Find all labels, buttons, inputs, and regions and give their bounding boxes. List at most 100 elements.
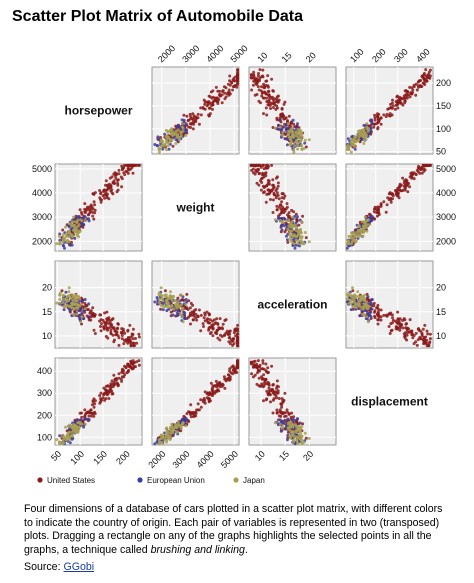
panel-weight-vs-horsepower (54, 163, 143, 252)
data-point-united-states (375, 122, 379, 126)
data-point-japan (61, 297, 65, 301)
data-point-japan (357, 299, 360, 303)
data-point-united-states (228, 367, 232, 371)
diagonal-label-acceleration: acceleration (257, 298, 327, 312)
data-point-european-union (293, 246, 297, 250)
data-point-united-states (285, 408, 289, 412)
data-point-united-states (206, 392, 210, 396)
data-point-united-states (410, 91, 414, 95)
data-point-japan (176, 135, 179, 139)
data-point-united-states (376, 207, 380, 211)
data-point-european-union (282, 125, 286, 129)
data-point-united-states (266, 371, 270, 375)
data-point-european-union (370, 122, 374, 126)
data-point-japan (294, 238, 298, 242)
data-point-japan (300, 135, 304, 139)
data-point-united-states (111, 317, 115, 321)
data-point-united-states (267, 182, 271, 186)
data-point-united-states (128, 163, 132, 167)
data-point-united-states (100, 322, 103, 326)
data-point-united-states (384, 115, 388, 119)
data-point-united-states (208, 318, 212, 322)
data-point-united-states (391, 98, 394, 102)
data-point-united-states (128, 338, 132, 342)
data-point-european-union (80, 221, 84, 225)
data-point-japan (307, 138, 311, 142)
data-point-united-states (113, 171, 117, 175)
data-point-united-states (260, 91, 264, 95)
data-point-european-union (68, 427, 72, 431)
data-point-united-states (272, 99, 275, 102)
data-point-japan (361, 224, 365, 228)
data-point-united-states (117, 172, 121, 176)
data-point-united-states (83, 202, 87, 206)
data-point-japan (184, 424, 188, 428)
tick-label-horsepower: 200 (114, 449, 132, 467)
panel-background (151, 357, 240, 446)
data-point-japan (72, 223, 76, 227)
data-point-united-states (214, 379, 218, 383)
data-point-united-states (114, 333, 118, 337)
data-point-japan (71, 298, 75, 302)
data-point-united-states (112, 373, 116, 377)
data-point-japan (278, 125, 282, 129)
data-point-japan (299, 131, 302, 135)
data-point-japan (179, 312, 182, 316)
data-point-united-states (131, 337, 135, 341)
data-point-united-states (83, 301, 87, 305)
data-point-united-states (188, 306, 192, 310)
data-point-united-states (292, 415, 296, 419)
data-point-united-states (414, 82, 418, 86)
data-point-united-states (197, 308, 201, 312)
data-point-japan (357, 233, 360, 237)
data-point-japan (350, 295, 353, 298)
data-point-united-states (185, 292, 189, 296)
data-point-united-states (215, 389, 219, 393)
data-point-japan (179, 293, 183, 297)
data-point-japan (346, 242, 350, 245)
data-point-european-union (83, 417, 87, 421)
data-point-united-states (264, 174, 268, 178)
data-point-united-states (376, 114, 380, 118)
panel-displacement-vs-horsepower (54, 357, 143, 446)
data-point-united-states (266, 74, 270, 78)
data-point-united-states (232, 368, 236, 372)
data-point-united-states (219, 333, 222, 337)
data-point-japan (184, 134, 188, 137)
data-point-japan (170, 304, 174, 308)
data-point-united-states (236, 73, 240, 76)
data-point-united-states (231, 343, 235, 347)
tick-label-weight: 2000 (32, 236, 52, 246)
data-point-japan (357, 224, 361, 227)
data-point-united-states (295, 218, 299, 222)
data-point-united-states (236, 364, 239, 368)
data-point-united-states (228, 92, 232, 96)
data-point-united-states (268, 103, 272, 107)
data-point-united-states (236, 344, 240, 348)
data-point-japan (169, 290, 172, 294)
data-point-united-states (266, 84, 270, 88)
data-point-united-states (384, 313, 388, 317)
data-point-united-states (99, 329, 103, 333)
data-point-european-union (286, 126, 290, 130)
data-point-european-union (285, 238, 289, 242)
data-point-japan (292, 440, 296, 444)
data-point-united-states (269, 400, 272, 404)
data-point-japan (157, 293, 161, 297)
data-point-european-union (294, 221, 298, 225)
source-link[interactable]: GGobi (63, 561, 95, 573)
data-point-united-states (301, 214, 305, 218)
data-point-japan (303, 231, 307, 234)
data-point-japan (360, 131, 364, 135)
data-point-united-states (137, 163, 141, 167)
data-point-united-states (171, 144, 175, 148)
data-point-united-states (92, 200, 96, 204)
data-point-japan (176, 430, 179, 434)
data-point-united-states (265, 389, 269, 393)
data-point-united-states (396, 103, 399, 107)
data-point-european-union (285, 438, 289, 442)
data-point-united-states (227, 88, 231, 92)
data-point-japan (172, 427, 176, 431)
data-point-united-states (282, 114, 286, 118)
data-point-japan (64, 425, 67, 429)
